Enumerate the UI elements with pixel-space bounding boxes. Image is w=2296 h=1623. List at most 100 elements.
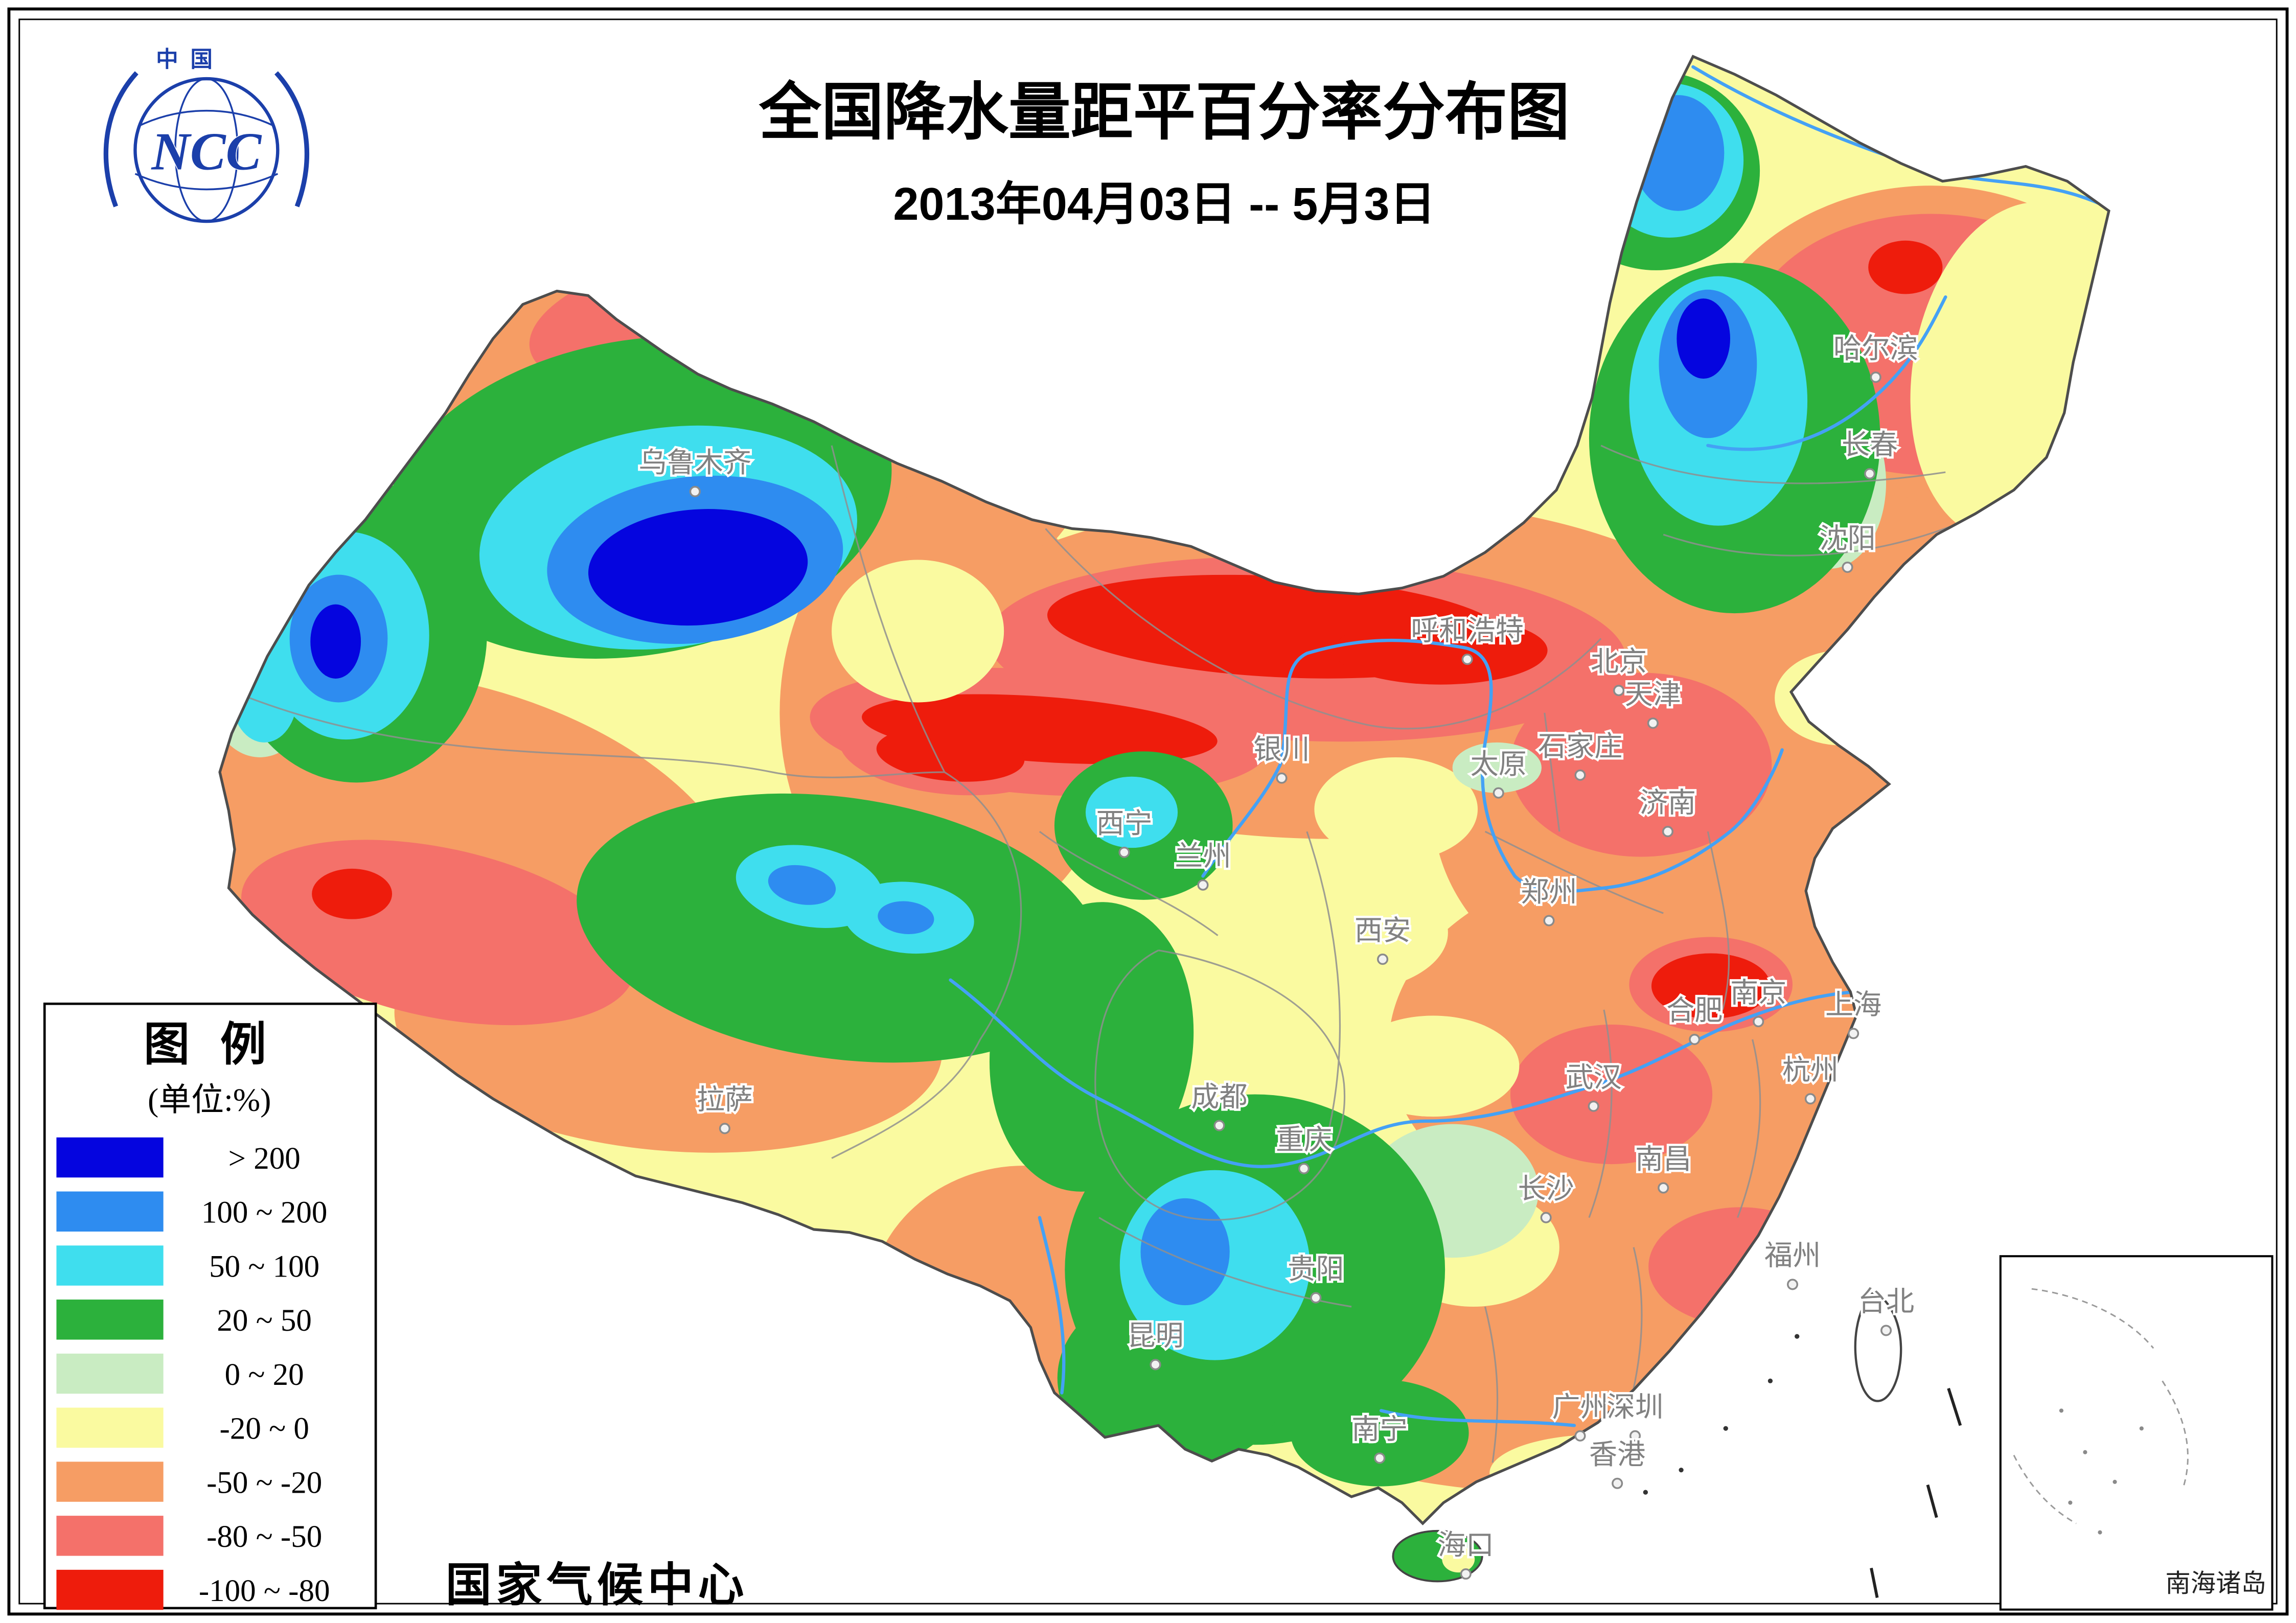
city-dot — [1588, 1100, 1599, 1112]
city-dot — [1864, 468, 1876, 480]
city-label: 西安 — [1354, 914, 1411, 946]
logo-meridian — [174, 78, 239, 222]
anomaly-region — [1290, 1379, 1469, 1487]
city-dot — [1662, 826, 1673, 838]
inset-coastlines — [2013, 1288, 2189, 1524]
city-label: 乌鲁木齐 — [638, 447, 751, 478]
city-dot — [1629, 1430, 1641, 1442]
city-label: 广州 — [1552, 1391, 1608, 1423]
anomaly-region — [876, 727, 1025, 782]
city-label: 兰州 — [1175, 840, 1231, 872]
city-label: 石家庄 — [1538, 730, 1623, 762]
city-dot — [1574, 1430, 1586, 1442]
anomaly-region — [1677, 298, 1730, 379]
city-dot — [1613, 685, 1625, 697]
city-label: 台北 — [1858, 1286, 1914, 1317]
taiwan-island — [1854, 1290, 1902, 1402]
anomaly-region — [878, 901, 934, 934]
city-dot — [1493, 787, 1504, 799]
city-dot — [1786, 1279, 1799, 1290]
city-dot — [1276, 772, 1288, 784]
hainan-yellow-patch — [1442, 1545, 1475, 1573]
city-label: 香港 — [1589, 1439, 1645, 1470]
city-dot — [1461, 654, 1473, 665]
legend-rows: > 200 100 ~ 200 50 ~ 100 20 ~ 50 0 ~ 20 -20 ~… — [56, 1137, 330, 1610]
legend-swatch — [56, 1569, 164, 1610]
city-label: 武汉 — [1565, 1061, 1621, 1093]
city-dot — [689, 485, 701, 497]
legend-range-label: 0 ~ 20 — [225, 1358, 304, 1392]
anomaly-region — [1347, 1015, 1520, 1117]
city-label: 南京 — [1730, 977, 1786, 1008]
anomaly-region — [1334, 616, 1548, 685]
logo-latitudes — [134, 109, 279, 191]
anomaly-region — [989, 902, 1194, 1192]
city-label: 郑州 — [1521, 876, 1577, 908]
logo-ncc-text: NCC — [151, 122, 262, 181]
legend-swatch — [56, 1191, 164, 1232]
legend-swatch — [56, 1353, 164, 1394]
china-outline — [218, 55, 2110, 1525]
logo-country-text: 中 国 — [156, 48, 216, 72]
city-label: 长春 — [1842, 429, 1898, 460]
date-range: 2013年04月03日 -- 5月3日 — [893, 178, 1435, 230]
legend-range-label: -50 ~ -20 — [206, 1466, 322, 1500]
anomaly-region — [312, 868, 393, 919]
legend-swatch — [56, 1516, 164, 1556]
city-dot — [1804, 1093, 1816, 1105]
legend-range-label: > 200 — [228, 1142, 301, 1176]
city-label: 深圳 — [1607, 1391, 1663, 1423]
city-dot — [1298, 1163, 1310, 1174]
city-dot — [1310, 1292, 1322, 1304]
city-dot — [1612, 1477, 1623, 1489]
anomaly-region — [1240, 873, 1448, 992]
legend-swatch — [56, 1245, 164, 1286]
city-label: 沈阳 — [1819, 522, 1875, 554]
legend: 图 例 (单位:%) > 200 100 ~ 200 50 ~ 100 20 ~ 50… — [43, 1002, 377, 1610]
outer-frame — [7, 7, 2289, 1616]
anomaly-region — [768, 865, 836, 905]
legend-swatch — [56, 1137, 164, 1178]
legend-range-label: 50 ~ 100 — [209, 1249, 319, 1284]
city-label: 合肥 — [1666, 994, 1723, 1026]
inset-label: 南海诸岛 — [2165, 1569, 2266, 1597]
city-dot — [1689, 1033, 1701, 1046]
city-label: 天津 — [1625, 678, 1681, 710]
city-dot — [1540, 1212, 1552, 1223]
city-dot — [1118, 846, 1130, 858]
city-label: 福州 — [1764, 1240, 1821, 1271]
city-dot — [1753, 1016, 1764, 1028]
rivers — [949, 65, 2109, 1427]
city-label: 长沙 — [1518, 1173, 1574, 1204]
logo-laurel-right — [274, 71, 310, 207]
city-label: 呼和浩特 — [1411, 614, 1524, 646]
anomaly-region — [310, 604, 361, 679]
city-label: 南昌 — [1635, 1143, 1691, 1175]
sea-boundary-dashes — [1870, 1387, 1962, 1598]
city-label: 西宁 — [1096, 807, 1152, 839]
south-china-sea-inset: 南海诸岛 — [1999, 1255, 2274, 1611]
agency-name: 国家气候中心 — [446, 1559, 749, 1611]
anomaly-region — [1452, 742, 1542, 793]
city-dot — [1842, 561, 1853, 573]
legend-swatch — [56, 1300, 164, 1340]
legend-swatch — [56, 1407, 164, 1448]
city-label: 太原 — [1471, 748, 1527, 780]
legend-range-label: -100 ~ -80 — [199, 1574, 330, 1608]
anomaly-region — [1510, 673, 1772, 857]
city-dot — [1460, 1568, 1472, 1580]
city-label: 昆明 — [1127, 1320, 1183, 1352]
city-dot — [1880, 1325, 1892, 1336]
anomaly-region — [1632, 95, 1725, 211]
city-label: 哈尔滨 — [1833, 332, 1918, 364]
city-label: 上海 — [1825, 989, 1881, 1021]
legend-range-label: -80 ~ -50 — [206, 1520, 322, 1554]
legend-range-label: 100 ~ 200 — [201, 1196, 328, 1230]
pearl-river — [1379, 1409, 1576, 1427]
city-label: 杭州 — [1782, 1054, 1839, 1085]
city-dot — [1658, 1182, 1669, 1194]
city-dot — [1848, 1028, 1859, 1039]
city-dot — [1197, 879, 1209, 891]
